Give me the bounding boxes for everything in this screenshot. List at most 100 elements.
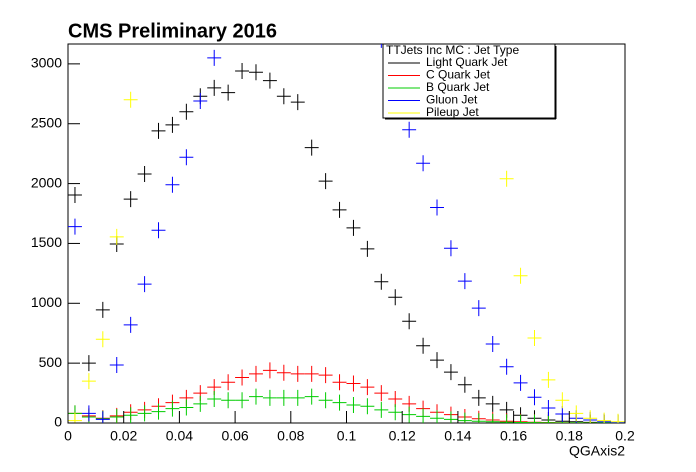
data-point — [499, 358, 514, 375]
data-point — [360, 379, 375, 396]
data-point — [123, 191, 138, 208]
data-point — [137, 276, 152, 293]
data-point — [499, 414, 514, 423]
data-point — [68, 186, 82, 203]
data-point — [137, 405, 152, 422]
data-point — [207, 49, 222, 66]
legend-label: Light Quark Jet — [426, 55, 508, 69]
legend-label: Gluon Jet — [426, 93, 478, 107]
data-point — [249, 365, 263, 382]
data-point — [416, 337, 431, 354]
data-point — [443, 411, 458, 423]
data-point — [360, 240, 375, 257]
data-point — [527, 330, 542, 347]
data-point — [81, 405, 96, 422]
data-point — [416, 155, 431, 172]
data-point — [374, 401, 389, 418]
data-point — [151, 403, 166, 420]
x-tick-label: 0.02 — [110, 428, 137, 444]
data-point — [95, 301, 110, 318]
data-point — [81, 355, 96, 372]
data-point — [235, 392, 250, 409]
data-point — [318, 367, 333, 384]
data-point — [95, 331, 110, 348]
y-tick-label: 2500 — [31, 114, 62, 130]
data-point — [430, 199, 444, 216]
data-point — [249, 388, 263, 405]
data-point — [499, 170, 514, 187]
data-point — [360, 398, 375, 415]
x-tick-label: 0.14 — [444, 428, 471, 444]
data-point — [388, 289, 403, 306]
data-point — [165, 116, 180, 133]
data-point — [123, 316, 138, 333]
data-point — [457, 376, 472, 393]
data-point — [137, 166, 152, 183]
legend-label: Pileup Jet — [426, 105, 479, 119]
data-point — [374, 273, 389, 290]
x-tick-label: 0.04 — [166, 428, 193, 444]
x-tick-label: 0.12 — [389, 428, 416, 444]
data-point — [290, 365, 305, 382]
data-point — [304, 139, 319, 156]
legend-title: TTJets Inc MC : Jet Type — [386, 43, 519, 57]
data-point — [471, 413, 486, 423]
data-point — [109, 409, 124, 423]
data-point — [276, 364, 291, 381]
data-point — [402, 313, 417, 330]
data-point — [193, 92, 208, 109]
data-point — [471, 300, 486, 317]
data-point — [380, 44, 382, 48]
data-point — [541, 371, 556, 388]
data-point — [179, 149, 194, 166]
data-point — [430, 352, 444, 369]
data-point — [443, 364, 458, 381]
data-point — [541, 400, 556, 417]
data-point — [179, 399, 194, 416]
series — [68, 388, 625, 423]
data-point — [109, 356, 124, 373]
x-tick-label: 0.16 — [500, 428, 527, 444]
data-point — [262, 389, 277, 406]
data-point — [485, 395, 500, 412]
data-point — [485, 413, 500, 423]
data-point — [513, 414, 528, 423]
data-point — [541, 414, 556, 423]
data-point — [332, 201, 347, 218]
data-point — [402, 121, 417, 138]
data-point — [583, 410, 598, 423]
data-point — [221, 374, 236, 391]
data-point — [193, 395, 208, 412]
data-point — [165, 176, 180, 193]
data-point — [318, 392, 333, 409]
axes: 0 500 1000 1500 2000 2500 3000 0 0.02 0.04 0.06 0.0… — [31, 55, 635, 444]
data-point — [513, 374, 528, 391]
data-point — [123, 91, 138, 108]
data-point — [597, 412, 612, 423]
y-tick-label: 1000 — [31, 294, 62, 310]
data-point — [611, 413, 625, 423]
data-point — [346, 219, 361, 236]
data-point — [304, 365, 319, 382]
data-point — [486, 20, 500, 36]
data-point — [123, 407, 138, 423]
legend-label: C Quark Jet — [426, 68, 491, 82]
data-point — [207, 79, 222, 96]
data-point — [332, 374, 347, 391]
data-point — [68, 412, 82, 423]
data-point — [276, 389, 291, 406]
data-point — [332, 394, 347, 411]
y-tick-label: 0 — [54, 414, 62, 430]
data-point — [262, 362, 277, 379]
data-point — [207, 391, 222, 408]
data-point — [290, 94, 305, 111]
x-tick-label: 0.18 — [556, 428, 583, 444]
data-point — [262, 72, 277, 89]
data-point — [443, 240, 458, 257]
data-point — [555, 392, 570, 409]
y-tick-label: 3000 — [31, 55, 62, 71]
data-point — [374, 385, 389, 402]
data-point — [430, 410, 444, 423]
data-point — [527, 389, 542, 406]
